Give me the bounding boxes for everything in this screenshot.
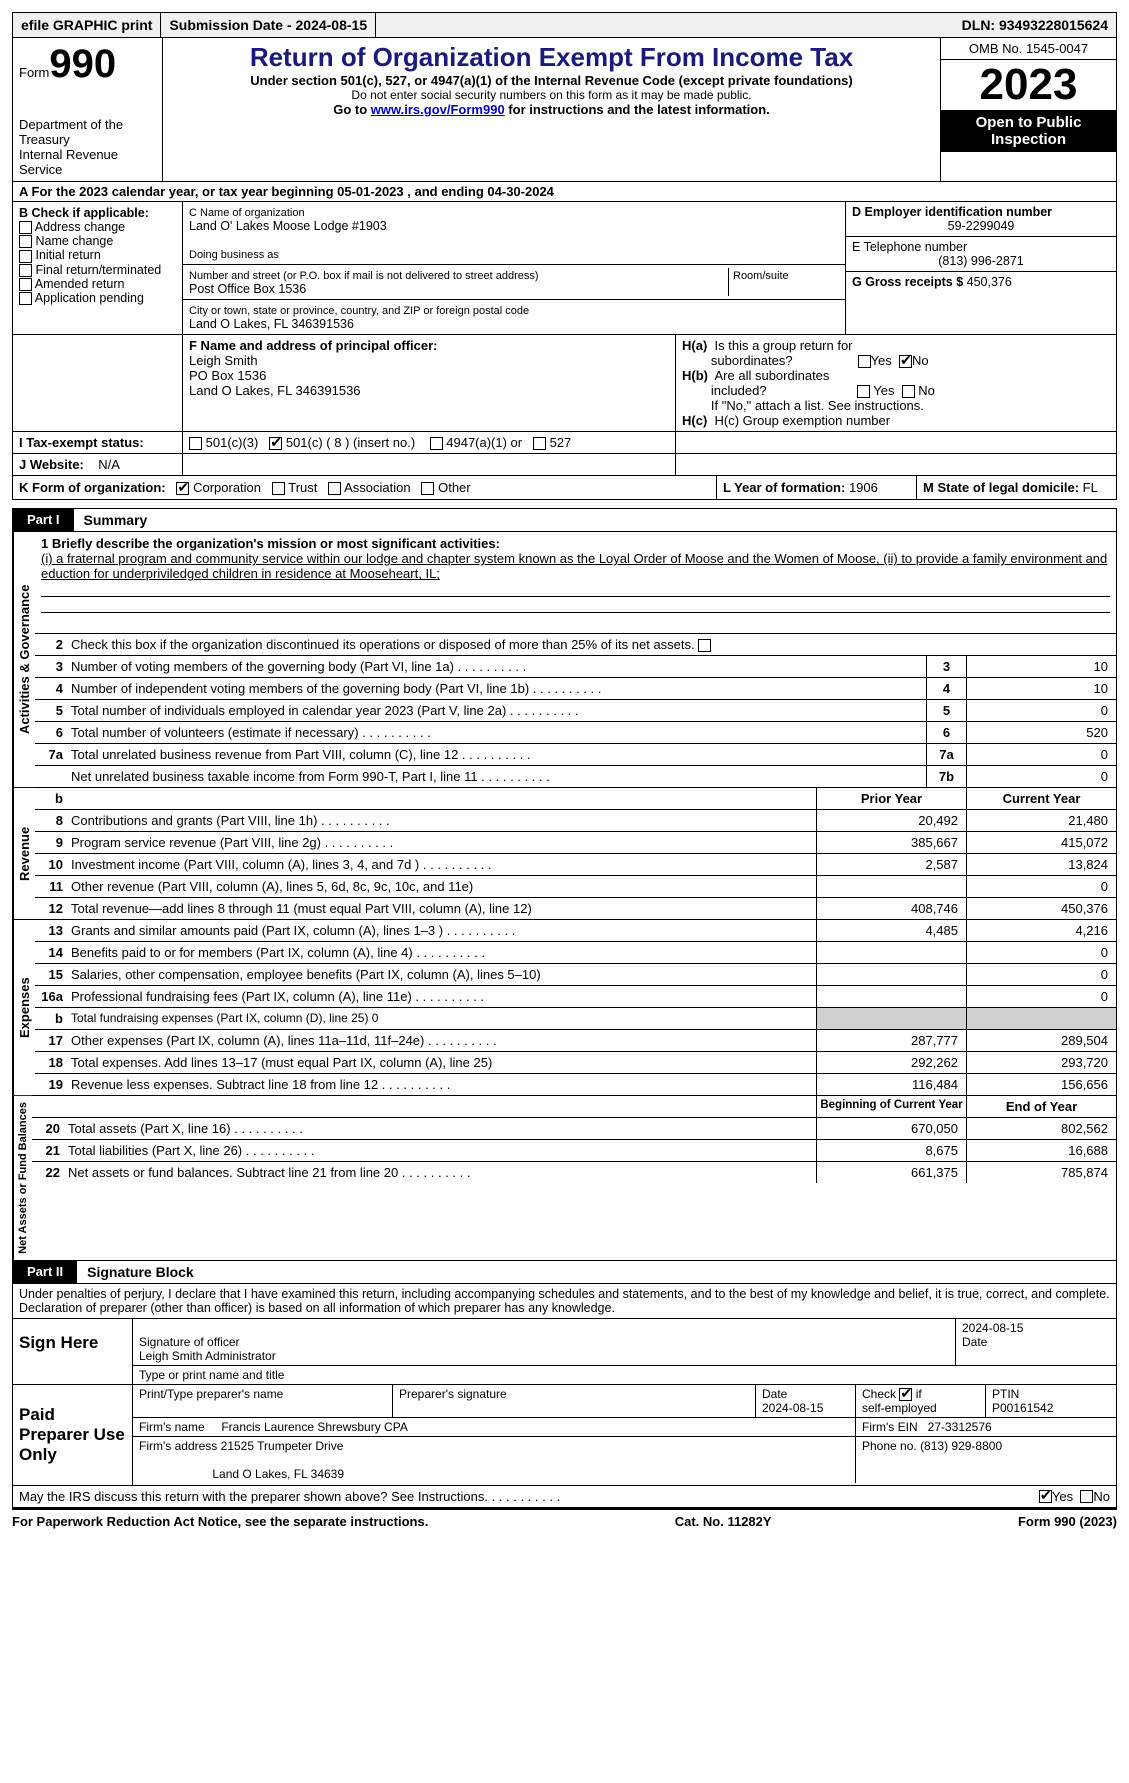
org-name: Land O' Lakes Moose Lodge #1903 — [189, 219, 387, 233]
chk-initial-return[interactable]: Initial return — [35, 248, 100, 262]
open-inspection: Open to Public Inspection — [941, 110, 1116, 152]
i-lbl: I Tax-exempt status: — [19, 435, 144, 450]
part1-bar: Part I Summary — [12, 508, 1117, 532]
hb-note: If "No," attach a list. See instructions… — [711, 398, 924, 413]
chk-address-change[interactable]: Address change — [35, 220, 125, 234]
city-lbl: City or town, state or province, country… — [189, 305, 529, 317]
row-fh: F Name and address of principal officer:… — [12, 334, 1117, 431]
chk-amended[interactable]: Amended return — [35, 277, 125, 291]
dln: DLN: 93493228015624 — [954, 13, 1116, 37]
block-exp: Expenses 13Grants and similar amounts pa… — [12, 920, 1117, 1096]
signature-block: Under penalties of perjury, I declare th… — [12, 1284, 1117, 1486]
row-klm: K Form of organization: Corporation Trus… — [12, 475, 1117, 500]
subtitle1: Under section 501(c), 527, or 4947(a)(1)… — [171, 73, 932, 88]
subtitle2: Do not enter social security numbers on … — [171, 88, 932, 102]
col-h: H(a) Is this a group return for subordin… — [676, 335, 1116, 431]
col-deg: D Employer identification number 59-2299… — [846, 202, 1116, 334]
f-lbl: F Name and address of principal officer: — [189, 338, 438, 353]
form-id-box: Form990 Department of the Treasury Inter… — [13, 38, 163, 181]
dba-lbl: Doing business as — [189, 249, 279, 261]
gross-receipts: 450,376 — [967, 275, 1012, 289]
omb: OMB No. 1545-0047 — [941, 38, 1116, 60]
officer-addr2: Land O Lakes, FL 346391536 — [189, 383, 361, 398]
b-header: B Check if applicable: — [19, 206, 149, 220]
block-ag: Activities & Governance 1 Briefly descri… — [12, 532, 1117, 788]
title: Return of Organization Exempt From Incom… — [171, 42, 932, 73]
dept1: Department of the Treasury — [19, 117, 156, 147]
pra-notice: For Paperwork Reduction Act Notice, see … — [12, 1514, 428, 1529]
paid-preparer: Paid Preparer Use Only — [13, 1385, 133, 1485]
submission-date: Submission Date - 2024-08-15 — [161, 13, 376, 37]
form-word: Form — [19, 65, 49, 80]
part2-bar: Part II Signature Block — [12, 1261, 1117, 1284]
website: N/A — [98, 457, 120, 472]
year-box: OMB No. 1545-0047 2023 Open to Public In… — [941, 38, 1116, 181]
col-b: B Check if applicable: Address change Na… — [13, 202, 183, 334]
tel-lbl: E Telephone number — [852, 240, 967, 254]
room-lbl: Room/suite — [733, 270, 789, 282]
part1-title: Summary — [74, 509, 158, 531]
mission: 1 Briefly describe the organization's mi… — [35, 532, 1116, 634]
addr-lbl: Number and street (or P.O. box if mail i… — [189, 270, 539, 282]
hc-lbl: H(c) Group exemption number — [715, 413, 891, 428]
subtitle3: Go to www.irs.gov/Form990 for instructio… — [171, 102, 932, 117]
cat-no: Cat. No. 11282Y — [675, 1514, 772, 1529]
gross-lbl: G Gross receipts $ — [852, 275, 967, 289]
part1-hdr: Part I — [13, 509, 74, 531]
vert-exp: Expenses — [13, 920, 35, 1095]
mission-text: (i) a fraternal program and community se… — [41, 551, 1107, 581]
irs-link[interactable]: www.irs.gov/Form990 — [371, 102, 505, 117]
block-rev: Revenue b Prior Year Current Year 8Contr… — [12, 788, 1117, 920]
sign-here: Sign Here — [13, 1319, 133, 1384]
form-footer: Form 990 (2023) — [1018, 1514, 1117, 1529]
declaration: Under penalties of perjury, I declare th… — [13, 1284, 1116, 1319]
efile-print[interactable]: efile GRAPHIC print — [13, 13, 161, 37]
street: Post Office Box 1536 — [189, 282, 306, 296]
c-name-lbl: C Name of organization — [189, 207, 305, 219]
section-bcdefg: B Check if applicable: Address change Na… — [12, 201, 1117, 334]
col-f: F Name and address of principal officer:… — [183, 335, 676, 431]
ein: 59-2299049 — [852, 219, 1110, 233]
row-j: J Website: N/A — [12, 453, 1117, 475]
telephone: (813) 996-2871 — [852, 254, 1110, 268]
vert-ag: Activities & Governance — [13, 532, 35, 787]
part2-title: Signature Block — [77, 1261, 204, 1283]
topbar: efile GRAPHIC print Submission Date - 20… — [12, 12, 1117, 38]
vert-na: Net Assets or Fund Balances — [13, 1096, 32, 1260]
chk-final-return[interactable]: Final return/terminated — [35, 263, 161, 277]
chk-name-change[interactable]: Name change — [35, 234, 113, 248]
block-na: Net Assets or Fund Balances Beginning of… — [12, 1096, 1117, 1261]
vert-rev: Revenue — [13, 788, 35, 919]
part2-hdr: Part II — [13, 1261, 77, 1283]
topbar-spacer — [376, 13, 954, 37]
discuss-row: May the IRS discuss this return with the… — [12, 1486, 1117, 1508]
row-i: I Tax-exempt status: 501(c)(3) 501(c) ( … — [12, 431, 1117, 453]
tax-year: 2023 — [941, 60, 1116, 110]
officer-addr1: PO Box 1536 — [189, 368, 266, 383]
form-number: 990 — [49, 42, 116, 86]
dept2: Internal Revenue Service — [19, 147, 156, 177]
ein-lbl: D Employer identification number — [852, 205, 1052, 219]
col-c: C Name of organization Land O' Lakes Moo… — [183, 202, 846, 334]
header-block: Form990 Department of the Treasury Inter… — [12, 38, 1117, 181]
officer-name: Leigh Smith — [189, 353, 258, 368]
footer: For Paperwork Reduction Act Notice, see … — [12, 1508, 1117, 1529]
chk-app-pending[interactable]: Application pending — [35, 291, 144, 305]
row-a: A For the 2023 calendar year, or tax yea… — [12, 181, 1117, 201]
title-box: Return of Organization Exempt From Incom… — [163, 38, 941, 181]
city: Land O Lakes, FL 346391536 — [189, 317, 354, 331]
